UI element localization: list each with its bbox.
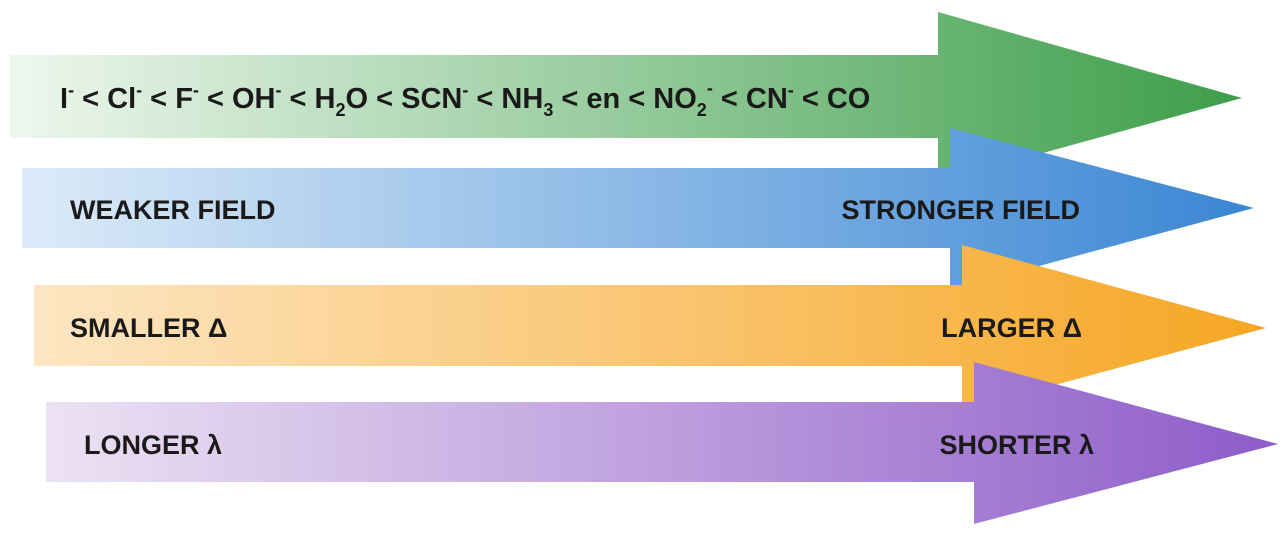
series-item-14-base: en — [586, 83, 620, 115]
less-than-operator: < — [468, 83, 501, 115]
series-item-8-base: H — [315, 83, 336, 115]
longer-wavelength-label: LONGER λ — [84, 430, 222, 460]
less-than-operator: < — [74, 83, 107, 115]
series-item-16-subscript: 2 — [697, 100, 707, 120]
series-item-16-base: NO — [653, 83, 697, 115]
less-than-operator: < — [281, 83, 314, 115]
series-item-0-superscript: - — [68, 80, 74, 100]
series-item-2-base: Cl — [107, 83, 136, 115]
series-item-12-subscript: 3 — [543, 100, 553, 120]
series-item-10-base: SCN — [401, 83, 462, 115]
ligand-series-text: I-​ < Cl-​ < F-​ < OH-​ < H2O < SCN-​ < … — [60, 78, 870, 120]
field-strength-arrow: WEAKER FIELD STRONGER FIELD — [22, 128, 1254, 290]
series-item-8-rest: O — [346, 83, 369, 115]
less-than-operator: < — [713, 83, 746, 115]
series-item-18-superscript: - — [788, 80, 794, 100]
series-item-4-superscript: - — [193, 80, 199, 100]
ligand-series-arrow: I-​ < Cl-​ < F-​ < OH-​ < H2O < SCN-​ < … — [10, 12, 1242, 182]
series-item-6-superscript: - — [275, 80, 281, 100]
less-than-operator: < — [553, 83, 586, 115]
series-item-4-base: F — [175, 83, 193, 115]
ligand-series-arrow-shape — [10, 12, 1242, 182]
series-item-18-base: CN — [746, 83, 788, 115]
smaller-delta-label: SMALLER Δ — [70, 313, 227, 343]
wavelength-arrow: LONGER λ SHORTER λ — [46, 362, 1278, 524]
series-item-8-subscript: 2 — [335, 100, 345, 120]
less-than-operator: < — [620, 83, 653, 115]
field-strength-arrow-shape — [22, 128, 1254, 290]
stronger-field-label: STRONGER FIELD — [841, 195, 1080, 225]
less-than-operator: < — [199, 83, 232, 115]
series-item-6-base: OH — [232, 83, 276, 115]
shorter-wavelength-label: SHORTER λ — [939, 430, 1094, 460]
wavelength-arrow-shape — [46, 362, 1278, 524]
series-item-16-superscript: - — [707, 78, 713, 98]
less-than-operator: < — [794, 83, 827, 115]
series-item-20-base: CO — [827, 83, 871, 115]
less-than-operator: < — [368, 83, 401, 115]
series-item-10-superscript: - — [462, 80, 468, 100]
weaker-field-label: WEAKER FIELD — [70, 195, 276, 225]
series-item-2-superscript: - — [136, 80, 142, 100]
less-than-operator: < — [142, 83, 175, 115]
series-item-0-base: I — [60, 83, 68, 115]
splitting-energy-arrow: SMALLER Δ LARGER Δ — [34, 245, 1266, 410]
splitting-energy-arrow-shape — [34, 245, 1266, 410]
series-item-12-base: NH — [501, 83, 543, 115]
larger-delta-label: LARGER Δ — [941, 313, 1082, 343]
